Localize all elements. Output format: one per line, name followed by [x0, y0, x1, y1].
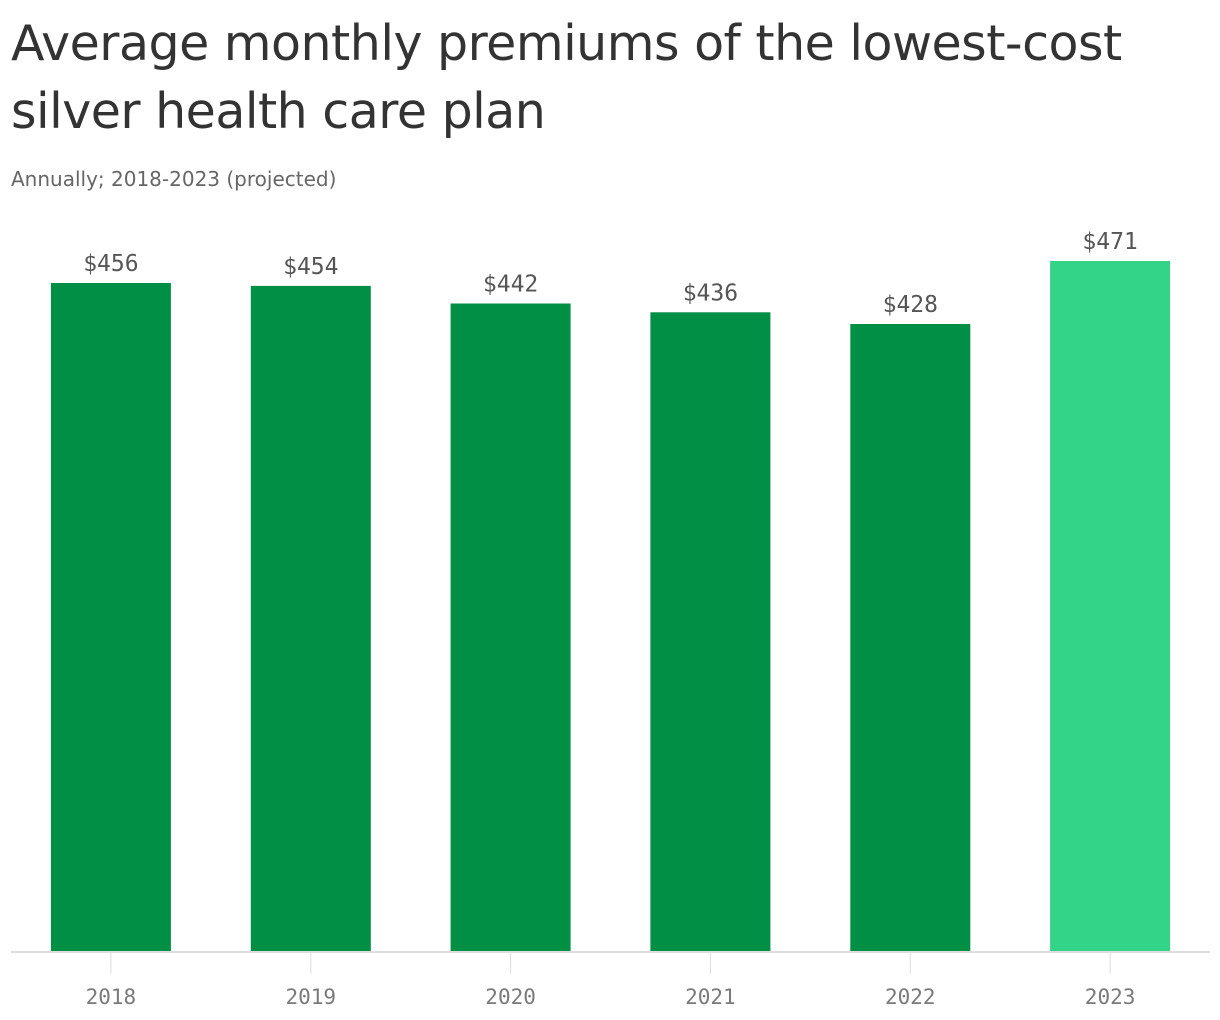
x-tick-label-2019: 2019 [286, 985, 337, 1009]
bar-2019 [250, 285, 371, 951]
bars-group [50, 261, 1171, 951]
bar-2018 [50, 283, 171, 951]
x-tick-label-2023: 2023 [1085, 985, 1136, 1009]
chart-subtitle: Annually; 2018-2023 (projected) [11, 167, 337, 191]
value-labels-group: $456 $454 $442 $436 $428 $471 [83, 229, 1138, 318]
value-label-2018: $456 [83, 251, 138, 277]
x-tick-label-2022: 2022 [885, 985, 936, 1009]
bar-2023 [1050, 261, 1171, 951]
value-label-2022: $428 [883, 292, 938, 318]
x-axis-ticks [110, 952, 1111, 974]
value-label-2020: $442 [483, 272, 538, 298]
value-label-2023: $471 [1082, 229, 1137, 255]
bar-2020 [450, 303, 571, 951]
x-tick-label-2018: 2018 [86, 985, 137, 1009]
x-axis-tick-labels: 2018 2019 2020 2021 2022 2023 [86, 985, 1136, 1009]
bar-2021 [650, 312, 771, 951]
value-label-2021: $436 [683, 280, 738, 306]
chart-title: Average monthly premiums of the lowest-c… [11, 15, 1122, 140]
x-tick-label-2021: 2021 [685, 985, 736, 1009]
bar-2022 [850, 324, 971, 951]
x-tick-label-2020: 2020 [485, 985, 536, 1009]
value-label-2019: $454 [283, 254, 338, 280]
